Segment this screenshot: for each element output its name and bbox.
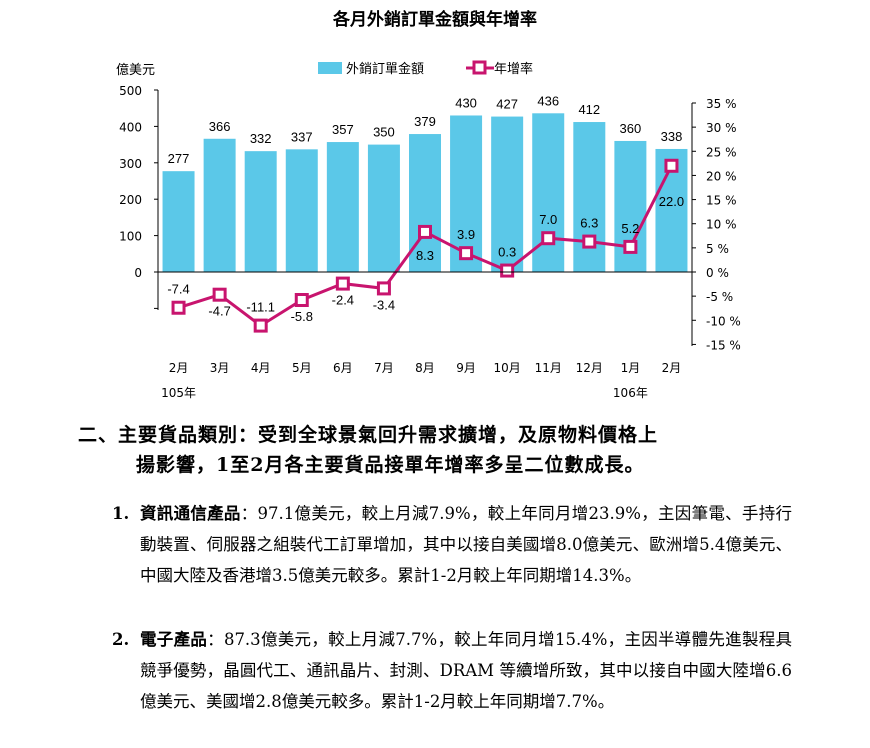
bar-value-label: 436 (537, 93, 559, 108)
bar-value-label: 427 (496, 97, 518, 112)
bar (491, 116, 524, 273)
item-text: ：87.3億美元，較上月減7.7%，較上年同月增15.4%，主因半導體先進製程具… (140, 630, 793, 711)
section-heading: 二、主要貨品類別：受到全球景氣回升需求擴增，及原物料價格上 揚影響，1至2月各主… (78, 420, 798, 480)
bar-value-label: 360 (620, 121, 642, 136)
category-label: 10月 (494, 361, 521, 375)
right-tick-label: 35 % (706, 97, 737, 111)
growth-rate-point (541, 231, 556, 246)
bar (162, 171, 195, 272)
right-tick-label: -10 % (706, 314, 741, 328)
right-tick-label: -15 % (706, 338, 741, 352)
bar-value-label: 350 (373, 125, 395, 140)
item-number: 2. (112, 630, 130, 649)
growth-rate-point (335, 276, 350, 291)
bar-value-label: 430 (455, 95, 477, 110)
category-label: 5月 (292, 361, 312, 375)
growth-rate-label: 3.9 (457, 227, 475, 242)
category-label: 7月 (374, 361, 394, 375)
legend-bar-swatch (318, 62, 342, 74)
right-tick-label: 5 % (706, 242, 729, 256)
growth-rate-point (500, 263, 515, 278)
bar-value-label: 357 (332, 122, 354, 137)
left-tick-label: 500 (119, 84, 142, 98)
bar (367, 144, 400, 272)
left-tick-label: 400 (119, 120, 142, 134)
bar-value-label: 277 (168, 151, 190, 166)
growth-rate-point (582, 234, 597, 249)
category-label: 3月 (210, 361, 230, 375)
bar-value-label: 366 (209, 119, 231, 134)
heading-line-2: 揚影響，1至2月各主要貨品接單年增率多呈二位數成長。 (136, 454, 645, 476)
category-label: 8月 (415, 361, 435, 375)
category-label: 9月 (456, 361, 476, 375)
chart-title: 各月外銷訂單金額與年增率 (332, 9, 537, 30)
bar (450, 115, 483, 272)
category-label: 1月 (621, 361, 641, 375)
growth-rate-label: -7.4 (167, 282, 189, 297)
growth-rate-point (171, 300, 186, 315)
growth-rate-label: -5.8 (291, 309, 313, 324)
heading-line-1: 二、主要貨品類別：受到全球景氣回升需求擴增，及原物料價格上 (78, 424, 659, 446)
growth-rate-point (376, 281, 391, 296)
year-label: 105年 (161, 386, 196, 400)
growth-rate-label: -4.7 (208, 304, 230, 319)
category-label: 12月 (576, 361, 603, 375)
growth-rate-point (294, 293, 309, 308)
right-tick-label: 30 % (706, 121, 737, 135)
bar-value-label: 412 (578, 102, 600, 117)
growth-rate-label: 5.2 (621, 221, 639, 236)
legend-line-label: 年增率 (494, 61, 533, 77)
bar (285, 149, 318, 272)
growth-rate-label: -2.4 (332, 293, 354, 308)
left-axis-unit: 億美元 (116, 62, 155, 78)
growth-rate-label: 22.0 (659, 194, 684, 209)
item-text: ：97.1億美元，較上月減7.9%，較上年同月增23.9%，主因筆電、手持行動裝… (140, 504, 793, 585)
export-orders-chart: 各月外銷訂單金額與年增率 億美元 外銷訂單金額 年增率 500 400 300 200… (116, 9, 741, 400)
item-label: 電子產品 (140, 630, 208, 649)
growth-rate-label: -3.4 (373, 297, 395, 312)
right-tick-label: 25 % (706, 145, 737, 159)
right-tick-label: 20 % (706, 169, 737, 183)
category-label: 4月 (251, 361, 271, 375)
bar (326, 142, 359, 272)
growth-rate-label: 8.3 (416, 248, 434, 263)
bar (203, 138, 236, 272)
bar (573, 122, 606, 272)
left-tick-label: 0 (134, 266, 142, 280)
right-tick-label: 10 % (706, 218, 737, 232)
growth-rate-point (664, 158, 679, 173)
legend-bar-label: 外銷訂單金額 (346, 61, 424, 77)
item-number: 1. (112, 504, 130, 523)
growth-rate-label: 0.3 (498, 245, 516, 260)
growth-rate-label: -11.1 (246, 300, 275, 315)
right-tick-label: -5 % (706, 290, 733, 304)
year-label: 106年 (613, 386, 648, 400)
growth-rate-point (253, 318, 268, 333)
bar (244, 151, 277, 272)
left-tick-label: 100 (119, 230, 142, 244)
bar-value-label: 332 (250, 131, 272, 146)
list-item: 2. 電子產品：87.3億美元，較上月減7.7%，較上年同月增15.4%，主因半… (112, 624, 792, 717)
growth-rate-point (212, 287, 227, 302)
bar-value-label: 379 (414, 114, 436, 129)
growth-rate-point (623, 239, 638, 254)
growth-rate-point (418, 224, 432, 239)
growth-rate-point (459, 246, 474, 261)
bar-value-label: 337 (291, 129, 313, 144)
bar-value-label: 338 (661, 129, 683, 144)
category-label: 6月 (333, 361, 353, 375)
right-tick-label: 0 % (706, 266, 729, 280)
category-label: 2月 (169, 361, 189, 375)
legend-line-marker (472, 60, 487, 75)
right-tick-label: 15 % (706, 194, 737, 208)
item-label: 資訊通信產品 (140, 504, 241, 523)
category-label: 11月 (535, 361, 562, 375)
list-item: 1. 資訊通信產品：97.1億美元，較上月減7.9%，較上年同月增23.9%，主… (112, 498, 792, 591)
growth-rate-label: 7.0 (539, 212, 557, 227)
category-label: 2月 (662, 361, 682, 375)
left-tick-label: 300 (119, 157, 142, 171)
left-tick-label: 200 (119, 193, 142, 207)
growth-rate-label: 6.3 (580, 216, 598, 231)
